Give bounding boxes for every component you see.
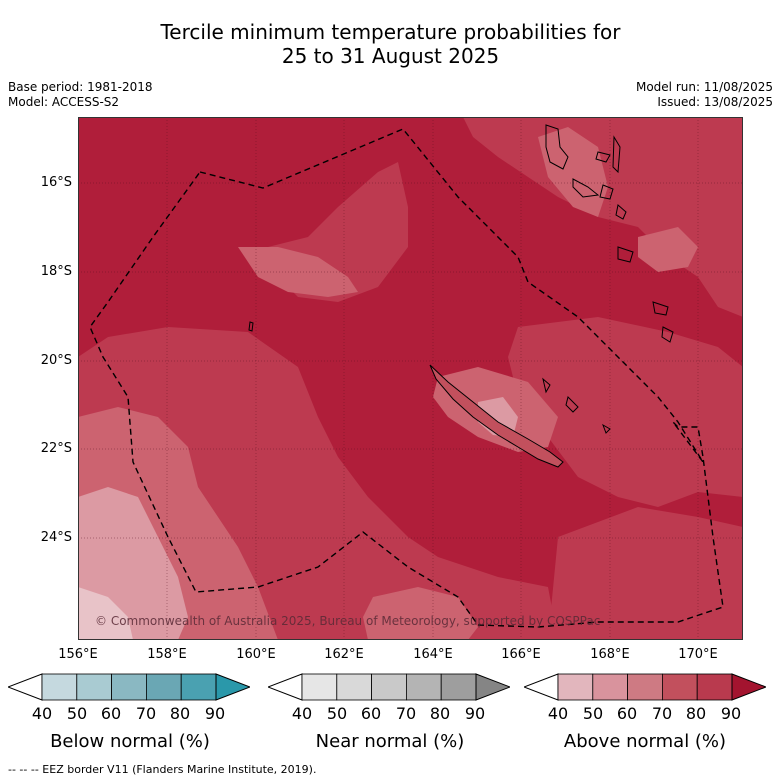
map-gridlines: [78, 117, 743, 640]
above-label-70: 70: [651, 704, 673, 723]
near-label-50: 50: [326, 704, 348, 723]
lat-tick-16s: 16°S: [40, 175, 72, 190]
colorbar-swatch: [557, 673, 594, 701]
lat-tick-24s: 24°S: [40, 530, 72, 545]
colorbar-swatch: [696, 673, 733, 701]
copyright-note: © Commonwealth of Australia 2025, Bureau…: [95, 614, 601, 628]
above-label-50: 50: [582, 704, 604, 723]
model-run: Model run: 11/08/2025: [635, 80, 773, 94]
map-zone-70-80: [508, 317, 743, 507]
probability-map: [78, 117, 743, 640]
lat-tick-18s: 18°S: [40, 264, 72, 279]
title-line-2: 25 to 31 August 2025: [281, 44, 500, 68]
colorbar-swatch: [627, 673, 663, 701]
meta-left: Base period: 1981-2018 Model: ACCESS-S2: [8, 80, 153, 110]
near-label-80: 80: [429, 704, 451, 723]
map-zone-40-50: [78, 587, 133, 640]
below-label-90: 90: [204, 704, 226, 723]
above-normal-title: Above normal (%): [563, 731, 727, 752]
map-zone-60-70: [538, 127, 608, 217]
colorbar-swatch: [440, 673, 477, 701]
lon-tick-170e: 170°E: [678, 647, 718, 662]
meta-right: Model run: 11/08/2025 Issued: 13/08/2025: [636, 80, 773, 110]
colorbar-above-normal: [522, 672, 768, 702]
colorbar-swatch: [301, 673, 338, 701]
lon-tick-158e: 158°E: [147, 647, 187, 662]
map-zone-60-70: [638, 227, 698, 272]
lon-tick-164e: 164°E: [413, 647, 453, 662]
colorbar-extend-high: [475, 673, 512, 701]
eez-footnote: -- -- -- EEZ border V11 (Flanders Marine…: [8, 763, 317, 776]
colorbar-above-swatches: [522, 673, 768, 701]
colorbar-swatch: [180, 673, 217, 701]
colorbar-extend-low: [266, 673, 303, 701]
model-name: Model: ACCESS-S2: [8, 95, 120, 109]
colorbar-below-swatches: [6, 673, 252, 701]
map-zone-60-70: [363, 587, 478, 640]
colorbar-swatch: [661, 673, 698, 701]
colorbar-extend-high: [731, 673, 768, 701]
colorbar-swatch: [41, 673, 78, 701]
colorbar-near-normal: [266, 672, 512, 702]
lon-tick-162e: 162°E: [324, 647, 364, 662]
eez-border: [89, 128, 724, 628]
above-label-80: 80: [685, 704, 707, 723]
lat-tick-20s: 20°S: [40, 353, 72, 368]
colorbar-swatch: [405, 673, 442, 701]
colorbar-swatch: [111, 673, 147, 701]
new-caledonia-land: [429, 364, 564, 468]
map-zone-70-80: [463, 117, 743, 317]
near-label-60: 60: [360, 704, 382, 723]
below-label-40: 40: [31, 704, 53, 723]
lon-tick-166e: 166°E: [501, 647, 541, 662]
above-label-90: 90: [720, 704, 742, 723]
near-label-40: 40: [291, 704, 313, 723]
lon-tick-160e: 160°E: [236, 647, 276, 662]
colorbar-extend-high: [215, 673, 252, 701]
near-label-70: 70: [395, 704, 417, 723]
near-normal-title: Near normal (%): [315, 731, 465, 752]
near-label-90: 90: [464, 704, 486, 723]
base-period: Base period: 1981-2018: [8, 80, 153, 94]
below-label-80: 80: [169, 704, 191, 723]
above-label-40: 40: [547, 704, 569, 723]
colorbar-swatch: [145, 673, 182, 701]
lat-tick-22s: 22°S: [40, 441, 72, 456]
below-label-60: 60: [100, 704, 122, 723]
vanuatu-islands: [545, 124, 674, 343]
map-zone-70-80: [548, 507, 743, 640]
colorbar-swatch: [592, 673, 629, 701]
colorbar-extend-low: [522, 673, 559, 701]
small-island: [248, 321, 254, 332]
colorbar-swatch: [371, 673, 407, 701]
colorbar-swatch: [76, 673, 113, 701]
lon-tick-156e: 156°E: [58, 647, 98, 662]
lon-tick-168e: 168°E: [590, 647, 630, 662]
below-label-50: 50: [66, 704, 88, 723]
loyalty-islands: [542, 377, 611, 434]
colorbar-swatch: [336, 673, 373, 701]
above-label-60: 60: [616, 704, 638, 723]
below-label-70: 70: [135, 704, 157, 723]
colorbar-below-normal: [6, 672, 252, 702]
colorbar-extend-low: [6, 673, 43, 701]
issued-date: Issued: 13/08/2025: [657, 95, 773, 109]
map-title: Tercile minimum temperature probabilitie…: [0, 20, 781, 68]
colorbar-near-swatches: [266, 673, 512, 701]
map-frame: [78, 117, 743, 640]
title-line-1: Tercile minimum temperature probabilitie…: [160, 20, 621, 44]
below-normal-title: Below normal (%): [50, 731, 210, 752]
